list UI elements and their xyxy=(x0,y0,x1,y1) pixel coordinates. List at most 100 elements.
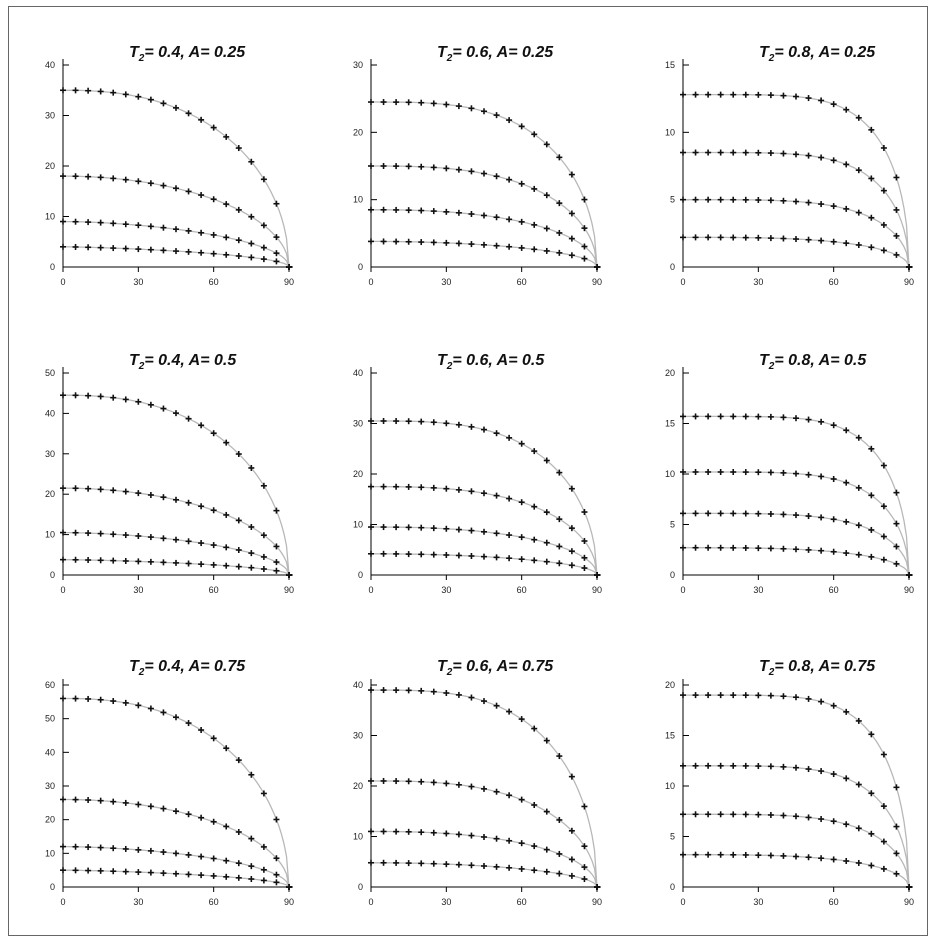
data-point xyxy=(72,392,79,399)
y-tick-label: 60 xyxy=(45,680,55,690)
data-point xyxy=(531,867,538,874)
data-point xyxy=(368,828,374,835)
data-point xyxy=(160,709,167,716)
y-tick-label: 20 xyxy=(665,368,675,378)
data-point xyxy=(818,855,825,862)
data-point xyxy=(160,224,167,231)
data-point xyxy=(518,865,525,872)
data-point xyxy=(692,413,699,420)
data-point xyxy=(481,212,487,219)
data-point xyxy=(405,483,412,490)
data-point xyxy=(717,762,724,769)
data-point xyxy=(248,213,255,220)
data-point xyxy=(581,243,588,250)
data-point xyxy=(818,816,825,823)
x-tick-label: 0 xyxy=(368,897,373,907)
data-point xyxy=(880,751,887,758)
data-point xyxy=(543,558,550,565)
data-point xyxy=(468,168,475,175)
data-point xyxy=(594,572,600,578)
data-point xyxy=(518,716,525,723)
data-point xyxy=(692,468,699,475)
x-tick-label: 90 xyxy=(904,585,914,595)
data-point xyxy=(793,470,799,477)
data-point xyxy=(235,252,242,259)
data-point xyxy=(147,180,154,187)
y-tick-label: 50 xyxy=(45,714,55,724)
data-point xyxy=(880,803,887,810)
data-point xyxy=(430,239,437,246)
data-point xyxy=(742,91,749,98)
data-point xyxy=(405,99,412,106)
data-point xyxy=(110,175,117,182)
data-point xyxy=(380,163,387,170)
data-point xyxy=(418,551,425,558)
data-point xyxy=(531,448,538,455)
data-point xyxy=(72,843,79,850)
data-point xyxy=(198,229,205,236)
data-point xyxy=(717,234,724,241)
data-point xyxy=(85,219,92,226)
data-point xyxy=(594,264,600,270)
data-point xyxy=(430,484,437,491)
data-point xyxy=(692,692,699,699)
data-point xyxy=(780,197,787,204)
data-point xyxy=(260,566,267,573)
data-point xyxy=(455,831,462,838)
data-point xyxy=(60,243,66,250)
data-point xyxy=(273,234,280,241)
data-point xyxy=(755,469,762,476)
data-point xyxy=(235,517,242,524)
data-point xyxy=(818,418,825,425)
data-point xyxy=(717,811,724,818)
data-point xyxy=(97,393,104,400)
data-point xyxy=(60,796,66,803)
data-point xyxy=(793,694,799,701)
data-point xyxy=(210,250,217,257)
data-point xyxy=(418,239,425,246)
data-point xyxy=(868,830,875,837)
data-point xyxy=(767,150,774,157)
data-point xyxy=(531,557,538,564)
data-point xyxy=(393,163,400,170)
data-point xyxy=(705,811,712,818)
data-point xyxy=(543,141,550,148)
data-point xyxy=(793,236,799,243)
data-point xyxy=(506,792,513,799)
data-point xyxy=(767,763,774,770)
data-point xyxy=(60,529,66,536)
data-point xyxy=(880,865,887,872)
data-point xyxy=(135,702,142,709)
data-point xyxy=(493,112,500,119)
data-point xyxy=(455,552,462,559)
data-point xyxy=(518,218,525,225)
data-point xyxy=(742,469,749,476)
data-point xyxy=(468,241,475,248)
data-point xyxy=(223,201,230,208)
data-point xyxy=(906,572,912,578)
data-point xyxy=(173,808,179,815)
data-point xyxy=(717,692,724,699)
data-point xyxy=(393,206,400,213)
data-point xyxy=(680,510,686,517)
data-point xyxy=(248,564,255,571)
data-point xyxy=(380,238,387,245)
data-point xyxy=(443,239,450,246)
data-point xyxy=(380,417,387,424)
data-point xyxy=(481,863,487,870)
data-point xyxy=(273,543,280,550)
data-point xyxy=(531,536,538,543)
data-point xyxy=(880,838,887,845)
data-point xyxy=(443,525,450,532)
x-tick-label: 60 xyxy=(517,585,527,595)
data-point xyxy=(405,207,412,214)
data-point xyxy=(518,796,525,803)
data-point xyxy=(531,221,538,228)
data-point xyxy=(556,516,563,523)
data-point xyxy=(60,843,66,850)
data-point xyxy=(868,731,875,738)
data-point xyxy=(581,876,588,883)
y-tick-label: 15 xyxy=(665,60,675,70)
data-point xyxy=(906,264,912,270)
data-point xyxy=(880,462,887,469)
